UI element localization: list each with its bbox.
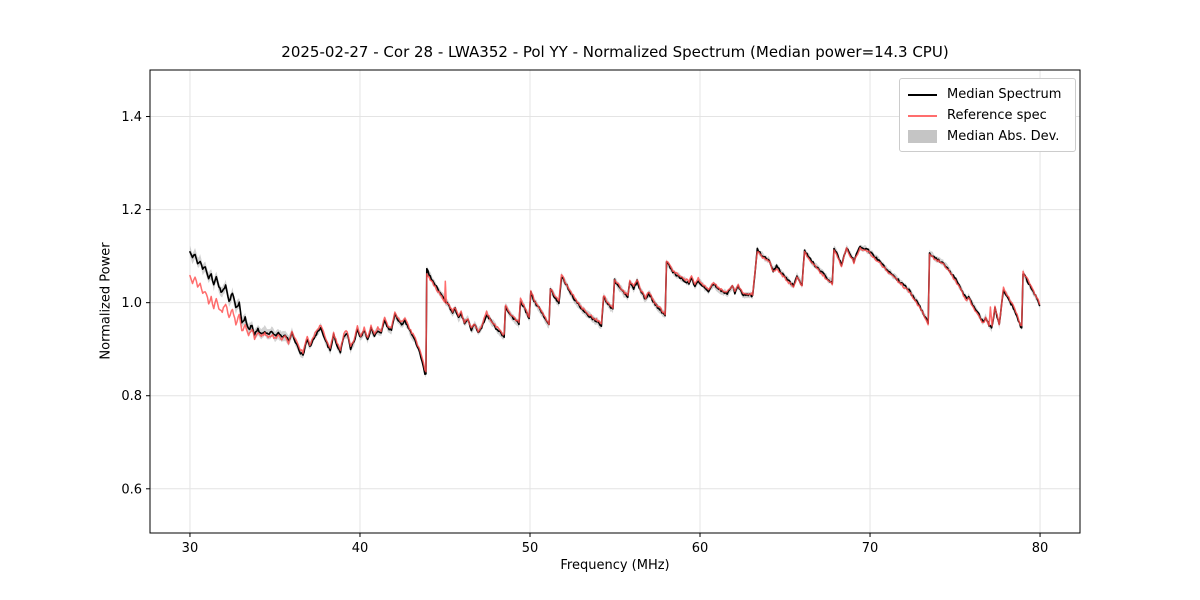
legend-item-median-spectrum: Median Spectrum <box>908 84 1067 105</box>
x-axis-label: Frequency (MHz) <box>560 558 670 573</box>
legend: Median Spectrum Reference spec Median Ab… <box>899 78 1076 152</box>
median-spectrum-line-swatch <box>908 93 937 96</box>
y-tick-label: 1.2 <box>121 203 142 218</box>
chart-title: 2025-02-27 - Cor 28 - LWA352 - Pol YY - … <box>281 43 949 61</box>
y-axis-label: Normalized Power <box>98 242 114 360</box>
reference-spec-line-swatch <box>908 114 937 117</box>
median-abs-dev-patch-swatch <box>908 130 937 143</box>
x-tick-label: 60 <box>692 541 709 556</box>
x-tick-label: 70 <box>862 541 879 556</box>
x-tick-label: 80 <box>1032 541 1049 556</box>
x-tick-label: 30 <box>182 541 199 556</box>
legend-label-median-spectrum: Median Spectrum <box>947 87 1062 102</box>
y-tick-label: 1.4 <box>121 110 142 125</box>
y-tick-label: 0.8 <box>121 389 142 404</box>
x-tick-label: 50 <box>522 541 539 556</box>
axes-spines <box>149 69 1081 534</box>
legend-item-median-abs-dev: Median Abs. Dev. <box>908 126 1067 147</box>
median-spectrum-line <box>189 245 1041 376</box>
y-tick-label: 0.6 <box>121 482 142 497</box>
reference-spec-line <box>189 246 1041 373</box>
legend-label-reference-spec: Reference spec <box>947 108 1047 123</box>
legend-item-reference-spec: Reference spec <box>908 105 1067 126</box>
x-tick-label: 40 <box>352 541 369 556</box>
legend-label-median-abs-dev: Median Abs. Dev. <box>947 129 1060 144</box>
y-tick-label: 1.0 <box>121 296 142 311</box>
median-abs-dev-band <box>189 244 1040 378</box>
